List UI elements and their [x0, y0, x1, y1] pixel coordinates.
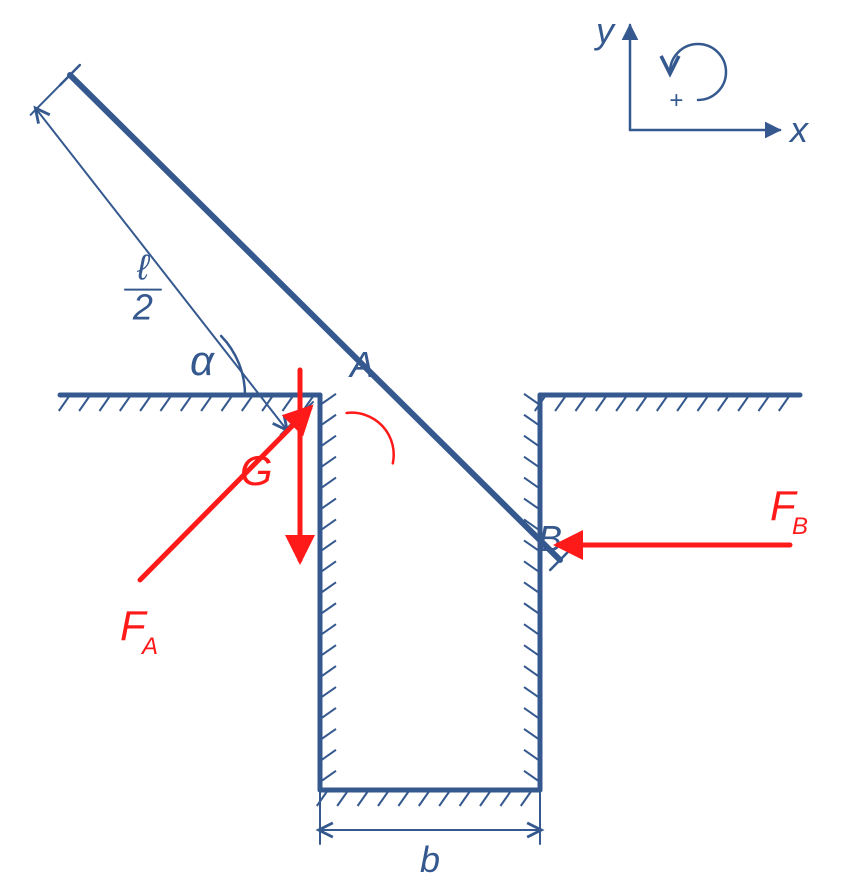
- svg-text:B: B: [792, 513, 808, 540]
- label-FB: FB: [770, 482, 808, 540]
- svg-text:A: A: [140, 633, 158, 660]
- fa-right-angle-arc: [347, 413, 394, 464]
- label-y: y: [593, 10, 616, 51]
- force-FA: [140, 408, 310, 580]
- label-b: b: [420, 839, 440, 880]
- dim-half-length: [36, 109, 286, 429]
- label-B: B: [538, 518, 562, 559]
- label-two: 2: [132, 287, 153, 328]
- angle-arc: [221, 336, 245, 395]
- label-G: G: [240, 447, 273, 494]
- label-x: x: [788, 109, 810, 150]
- label-plus: +: [669, 87, 683, 114]
- label-A: A: [348, 344, 374, 385]
- label-FA: FA: [120, 602, 158, 660]
- dim-half-ext1: [31, 82, 63, 115]
- label-alpha: α: [190, 337, 215, 384]
